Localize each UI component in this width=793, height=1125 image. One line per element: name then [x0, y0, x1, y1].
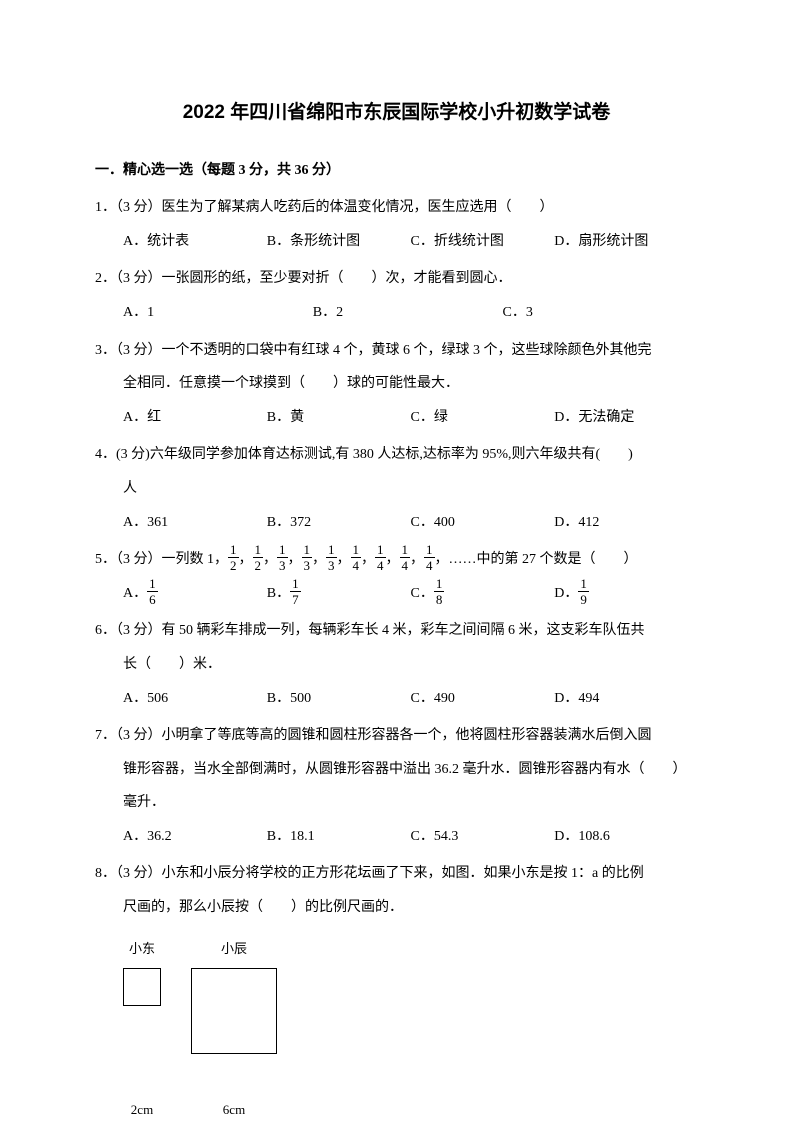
q8-dim-1: 2cm [123, 1094, 161, 1125]
q6-option-c: C．490 [411, 682, 555, 716]
q3-options: A．红 B．黄 C．绿 D．无法确定 [95, 401, 698, 435]
q7-option-d: D．108.6 [554, 820, 698, 854]
q5-post: ……中的第 27 个数是（ ） [449, 552, 638, 567]
fraction: 12 [228, 543, 239, 572]
q1-option-b: B．条形统计图 [267, 225, 411, 259]
square-large-icon [191, 968, 277, 1054]
q3-text-1: 3．（3 分）一个不透明的口袋中有红球 4 个，黄球 6 个，绿球 3 个，这些… [95, 334, 698, 368]
q7-option-c: C．54.3 [411, 820, 555, 854]
q8-text-1: 8．（3 分）小东和小辰分将学校的正方形花坛画了下来，如图．如果小东是按 1：a… [95, 857, 698, 891]
q8-diagram: 小东 小辰 [95, 933, 698, 1054]
q8-text-2: 尺画的，那么小辰按（ ）的比例尺画的． [95, 891, 698, 925]
square-small-icon [123, 968, 161, 1006]
q4-option-d: D．412 [554, 506, 698, 540]
q4-option-b: B．372 [267, 506, 411, 540]
q2-options: A．1 B．2 C．3 [95, 296, 698, 330]
q6-text-1: 6．（3 分）有 50 辆彩车排成一列，每辆彩车长 4 米，彩车之间间隔 6 米… [95, 614, 698, 648]
fraction: 14 [400, 543, 411, 572]
q8-dim-2: 6cm [191, 1094, 277, 1125]
q5-pre: 5．（3 分）一列数 1， [95, 552, 228, 567]
q5-option-c: C．18 [411, 577, 555, 611]
q1-options: A．统计表 B．条形统计图 C．折线统计图 D．扇形统计图 [95, 225, 698, 259]
q8-diagram-small: 小东 [123, 933, 161, 1054]
q7-text-2: 锥形容器，当水全部倒满时，从圆锥形容器中溢出 36.2 毫升水．圆锥形容器内有水… [95, 753, 698, 787]
q7-option-a: A．36.2 [123, 820, 267, 854]
q1-option-a: A．统计表 [123, 225, 267, 259]
q7-options: A．36.2 B．18.1 C．54.3 D．108.6 [95, 820, 698, 854]
q6-text-2: 长（ ）米． [95, 648, 698, 682]
q3-text-2: 全相同．任意摸一个球摸到（ ）球的可能性最大． [95, 367, 698, 401]
question-5: 5．（3 分）一列数 1，12，12，13，13，13，14，14，14，14，… [95, 543, 698, 610]
q3-option-c: C．绿 [411, 401, 555, 435]
q2-option-b: B．2 [313, 296, 503, 330]
fraction: 14 [351, 543, 362, 572]
q7-text-1: 7．（3 分）小明拿了等底等高的圆锥和圆柱形容器各一个，他将圆柱形容器装满水后倒… [95, 719, 698, 753]
question-8: 8．（3 分）小东和小辰分将学校的正方形花坛画了下来，如图．如果小东是按 1：a… [95, 857, 698, 1125]
fraction: 13 [277, 543, 288, 572]
q6-options: A．506 B．500 C．490 D．494 [95, 682, 698, 716]
q6-option-a: A．506 [123, 682, 267, 716]
q7-text-3: 毫升． [95, 786, 698, 820]
q2-option-a: A．1 [123, 296, 313, 330]
section-header: 一．精心选一选（每题 3 分，共 36 分） [95, 154, 698, 188]
q6-option-d: D．494 [554, 682, 698, 716]
q1-option-c: C．折线统计图 [411, 225, 555, 259]
fraction: 14 [375, 543, 386, 572]
q6-option-b: B．500 [267, 682, 411, 716]
question-4: 4．(3 分)六年级同学参加体育达标测试,有 380 人达标,达标率为 95%,… [95, 438, 698, 539]
question-7: 7．（3 分）小明拿了等底等高的圆锥和圆柱形容器各一个，他将圆柱形容器装满水后倒… [95, 719, 698, 853]
q8-label-2: 小辰 [221, 933, 247, 964]
q5-sequence: 12，12，13，13，13，14，14，14，14， [228, 552, 449, 567]
q5-options: A．16 B．17 C．18 D．19 [95, 577, 698, 611]
q5-text: 5．（3 分）一列数 1，12，12，13，13，13，14，14，14，14，… [95, 543, 698, 577]
question-2: 2．（3 分）一张圆形的纸，至少要对折（ ）次，才能看到圆心． A．1 B．2 … [95, 262, 698, 329]
q4-text-1: 4．(3 分)六年级同学参加体育达标测试,有 380 人达标,达标率为 95%,… [95, 438, 698, 472]
q3-option-a: A．红 [123, 401, 267, 435]
q8-dimensions: 2cm 6cm [95, 1094, 698, 1125]
q1-option-d: D．扇形统计图 [554, 225, 698, 259]
q4-options: A．361 B．372 C．400 D．412 [95, 506, 698, 540]
q8-diagram-large: 小辰 [191, 933, 277, 1054]
question-3: 3．（3 分）一个不透明的口袋中有红球 4 个，黄球 6 个，绿球 3 个，这些… [95, 334, 698, 435]
fraction: 13 [326, 543, 337, 572]
q5-option-a: A．16 [123, 577, 267, 611]
fraction: 12 [253, 543, 264, 572]
fraction: 14 [424, 543, 435, 572]
q8-label-1: 小东 [129, 933, 155, 964]
fraction: 13 [302, 543, 313, 572]
q2-option-c: C．3 [503, 296, 693, 330]
q3-option-d: D．无法确定 [554, 401, 698, 435]
q7-option-b: B．18.1 [267, 820, 411, 854]
q4-text-2: 人 [95, 472, 698, 506]
question-6: 6．（3 分）有 50 辆彩车排成一列，每辆彩车长 4 米，彩车之间间隔 6 米… [95, 614, 698, 715]
question-1: 1．（3 分）医生为了解某病人吃药后的体温变化情况，医生应选用（ ） A．统计表… [95, 191, 698, 258]
q4-option-c: C．400 [411, 506, 555, 540]
q1-text: 1．（3 分）医生为了解某病人吃药后的体温变化情况，医生应选用（ ） [95, 191, 698, 225]
exam-title: 2022 年四川省绵阳市东辰国际学校小升初数学试卷 [95, 90, 698, 136]
q5-option-b: B．17 [267, 577, 411, 611]
q3-option-b: B．黄 [267, 401, 411, 435]
q4-option-a: A．361 [123, 506, 267, 540]
q2-text: 2．（3 分）一张圆形的纸，至少要对折（ ）次，才能看到圆心． [95, 262, 698, 296]
q5-option-d: D．19 [554, 577, 698, 611]
